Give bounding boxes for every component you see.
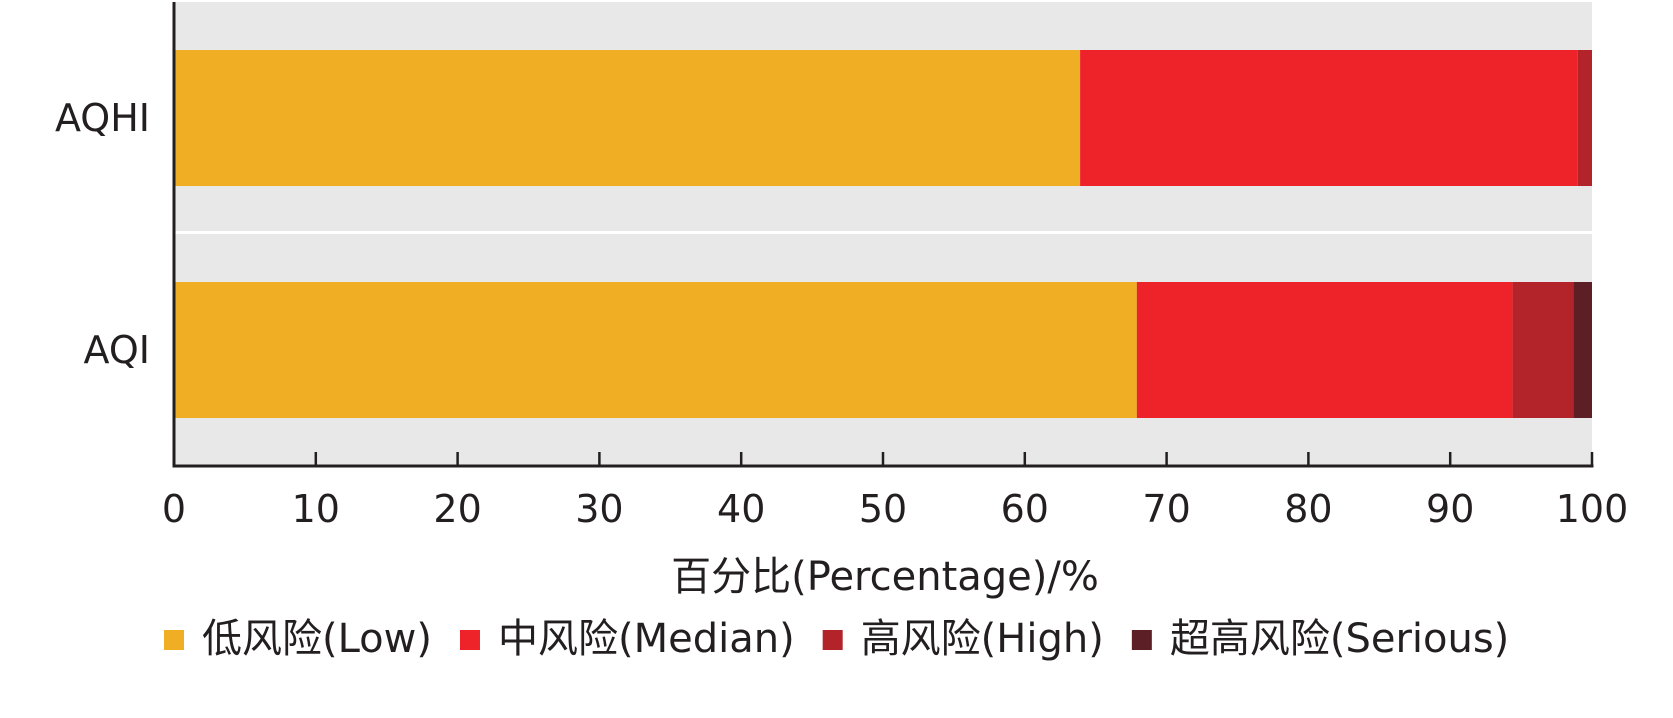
x-tick-label: 20	[433, 487, 481, 531]
legend-swatch	[164, 630, 184, 650]
x-tick-label: 10	[292, 487, 340, 531]
bar-segments	[174, 50, 1592, 418]
legend-swatch	[822, 630, 843, 650]
x-tick-label: 70	[1142, 487, 1190, 531]
bar-segment	[1136, 282, 1513, 418]
legend-label: 高风险(High)	[861, 616, 1104, 662]
bar-segment	[174, 50, 1081, 186]
category-label: AQHI	[55, 96, 150, 140]
x-tick-label: 50	[859, 487, 907, 531]
legend-swatch	[459, 630, 480, 650]
x-tick-label: 40	[717, 487, 765, 531]
x-tick-label: 30	[575, 487, 623, 531]
bar-segment	[174, 282, 1137, 418]
bar-segment	[1573, 282, 1592, 418]
x-tick-label: 90	[1426, 487, 1474, 531]
category-label: AQI	[84, 328, 150, 372]
x-axis-title: 百分比(Percentage)/%	[671, 554, 1099, 600]
legend-label: 低风险(Low)	[202, 616, 432, 662]
x-tick-label: 80	[1284, 487, 1332, 531]
x-tick-label: 0	[162, 487, 186, 531]
bar-segment	[1512, 282, 1574, 418]
x-tick-label: 60	[1001, 487, 1049, 531]
bar-segment	[1080, 50, 1578, 186]
legend-label: 超高风险(Serious)	[1170, 616, 1509, 662]
legend-swatch	[1131, 630, 1152, 650]
legend-label: 中风险(Median)	[498, 616, 795, 662]
legend: 低风险(Low) 中风险(Median) 高风险(High) 超高风险(Serious…	[164, 616, 1509, 662]
x-ticks: 0 10 20 30 40 50 60 70 80 90 100	[162, 452, 1628, 531]
x-tick-label: 100	[1556, 487, 1629, 531]
bar-segment	[1577, 50, 1592, 186]
category-labels: AQHI AQI	[55, 96, 150, 372]
